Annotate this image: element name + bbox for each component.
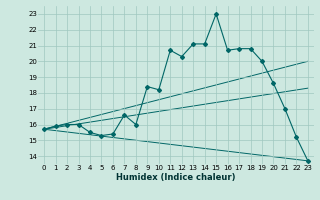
X-axis label: Humidex (Indice chaleur): Humidex (Indice chaleur): [116, 173, 236, 182]
